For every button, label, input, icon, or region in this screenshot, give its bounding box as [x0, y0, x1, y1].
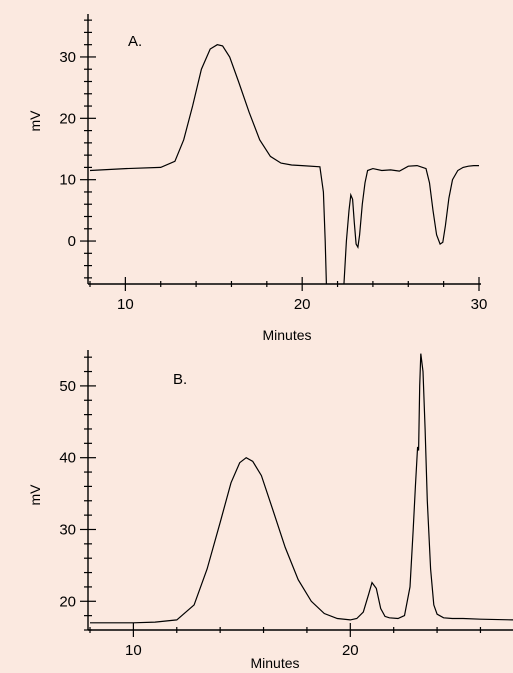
chart-panel-a: A. 0 10 20 30 10 20 30 mV Minutes	[27, 14, 487, 343]
panel-a-tick-labels: 0 10 20 30 10 20 30	[59, 49, 487, 313]
panel-a-y-axis-title: mV	[27, 110, 43, 132]
y-tick-label: 30	[59, 521, 76, 538]
y-tick-label: 40	[59, 450, 76, 467]
y-tick-label: 20	[59, 593, 76, 610]
x-tick-label: 10	[125, 642, 142, 659]
y-tick-label: 0	[68, 233, 76, 250]
x-tick-label: 30	[471, 296, 488, 313]
y-tick-label: 50	[59, 378, 76, 395]
panel-a-x-axis-title: Minutes	[262, 327, 311, 343]
panel-b-tick-labels: 20 30 40 50 10 20	[59, 378, 358, 659]
x-tick-label: 20	[294, 296, 311, 313]
panel-b-label: B.	[173, 371, 187, 388]
y-tick-label: 30	[59, 49, 76, 66]
x-tick-label: 10	[117, 296, 134, 313]
panel-b-x-axis-title: Minutes	[250, 655, 299, 671]
panel-a-label: A.	[128, 33, 142, 50]
panel-a-ticks	[80, 19, 480, 291]
panel-b-ticks	[80, 356, 482, 637]
y-tick-label: 20	[59, 110, 76, 127]
x-tick-label: 20	[342, 642, 359, 659]
panel-a-series-line	[89, 44, 479, 284]
chart-panel-b: B. 20 30 40 50 10 20 mV Minutes	[27, 350, 513, 671]
panel-b-series-line	[90, 353, 513, 624]
panel-b-y-axis-title: mV	[27, 484, 43, 506]
y-tick-label: 10	[59, 172, 76, 189]
